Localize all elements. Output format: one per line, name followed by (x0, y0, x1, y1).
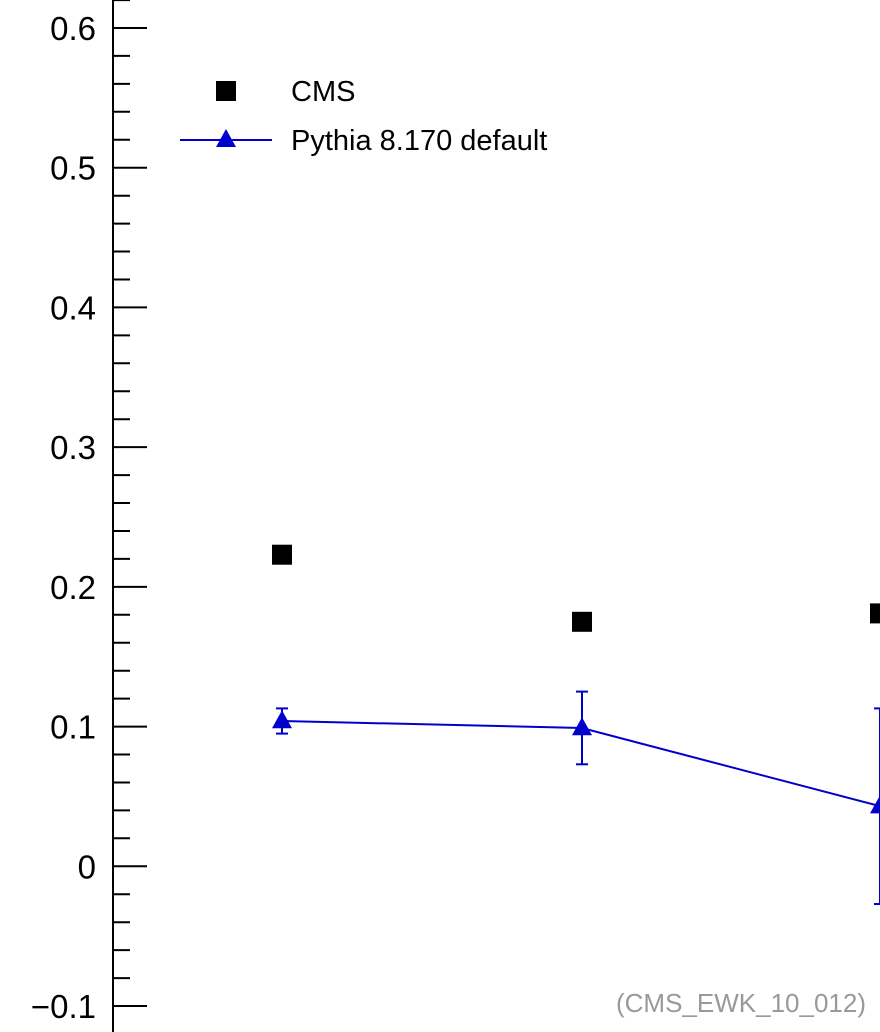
series-pythia (272, 690, 880, 905)
y-tick-labels: −0.1 0 0.1 0.2 0.3 0.4 0.5 0.6 (31, 10, 96, 1025)
y-tick-label: −0.1 (31, 988, 96, 1025)
legend-label: Pythia 8.170 default (291, 125, 547, 157)
y-tick-label: 0.3 (50, 429, 96, 466)
legend-marker-square (216, 81, 236, 101)
data-point-square (572, 611, 592, 632)
y-tick-label: 0.1 (50, 709, 96, 746)
legend-entry: Pythia 8.170 default (180, 125, 547, 157)
data-point-square (870, 603, 880, 624)
y-axis (112, 0, 147, 1032)
y-tick-label: 0.5 (50, 150, 96, 187)
legend-label: CMS (291, 76, 355, 108)
y-tick-label: 0 (78, 848, 96, 885)
source-annotation: (CMS_EWK_10_012) (616, 988, 866, 1018)
legend: CMS Pythia 8.170 default (180, 76, 547, 157)
data-point-square (272, 544, 292, 565)
legend-entry: CMS (216, 76, 355, 108)
y-tick-label: 0.2 (50, 569, 96, 606)
y-tick-label: 0.6 (50, 10, 96, 47)
plot-area (272, 544, 880, 905)
data-point-triangle (572, 717, 592, 736)
data-point-triangle (272, 710, 292, 729)
series-cms (272, 544, 880, 632)
y-tick-label: 0.4 (50, 289, 96, 326)
data-point-triangle (870, 795, 880, 814)
legend-marker-triangle (216, 129, 236, 147)
